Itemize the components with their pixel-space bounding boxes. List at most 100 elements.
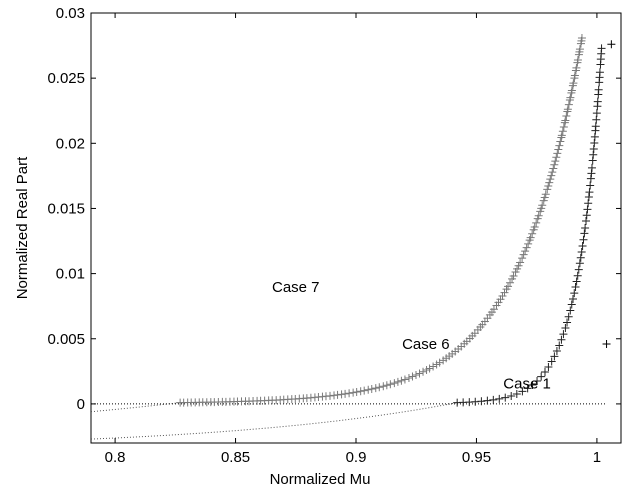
series-2-point bbox=[533, 377, 542, 386]
series-1-point bbox=[356, 387, 365, 396]
series-1-point bbox=[333, 390, 342, 399]
series-1-point bbox=[555, 141, 564, 150]
annotation-label: Case 1 bbox=[503, 375, 551, 392]
series-1-point bbox=[498, 291, 507, 300]
series-1-point bbox=[543, 185, 552, 194]
series-2-point bbox=[584, 192, 593, 201]
series-2-point bbox=[518, 387, 527, 396]
series-1-point bbox=[400, 375, 409, 384]
series-1-point bbox=[569, 79, 578, 88]
series-2-point bbox=[587, 163, 596, 172]
series-2-point bbox=[597, 44, 606, 53]
series-1-point bbox=[540, 193, 549, 202]
x-tick-label: 0.95 bbox=[462, 449, 491, 466]
series-1-point bbox=[548, 168, 557, 177]
series-2-point bbox=[574, 265, 583, 274]
series-1-point bbox=[554, 145, 563, 154]
series-2-point bbox=[572, 277, 581, 286]
series-2-point bbox=[585, 188, 594, 197]
series-1-point bbox=[425, 364, 434, 373]
series-2-point bbox=[576, 253, 585, 262]
series-1-point bbox=[538, 201, 547, 210]
dotted-extensions bbox=[90, 402, 607, 440]
series-1-point bbox=[408, 372, 417, 381]
annotations: Case 7 Case 6 Case 1 bbox=[272, 279, 551, 392]
y-tick-label: 0.025 bbox=[47, 70, 85, 87]
series-1-point bbox=[561, 116, 570, 125]
series-2-point bbox=[579, 235, 588, 244]
series-2-point bbox=[544, 362, 553, 371]
series-1-point bbox=[528, 229, 537, 238]
series-1-point bbox=[558, 127, 567, 136]
series-1-point bbox=[524, 239, 533, 248]
series-1-point bbox=[532, 218, 541, 227]
series-1-point bbox=[504, 282, 513, 291]
y-axis-label: Normalized Real Part bbox=[14, 156, 31, 299]
series-2-point bbox=[578, 242, 587, 251]
series-2-point bbox=[489, 395, 498, 404]
series-1-point bbox=[390, 379, 399, 388]
axis-ticks bbox=[91, 12, 621, 443]
series-2-point bbox=[583, 205, 592, 214]
series-1-point bbox=[367, 385, 376, 394]
series-1-point bbox=[371, 384, 380, 393]
series-1-point bbox=[397, 376, 406, 385]
series-1-point bbox=[349, 388, 358, 397]
series-2-point bbox=[589, 150, 598, 159]
series-1-point bbox=[556, 137, 565, 146]
series-2-point bbox=[580, 229, 589, 238]
series-2-point bbox=[589, 144, 598, 153]
series-2-point bbox=[564, 312, 573, 321]
series-2-point bbox=[483, 396, 492, 405]
series-2-point bbox=[588, 156, 597, 165]
series-1-point bbox=[345, 389, 354, 398]
series-1-point bbox=[341, 389, 350, 398]
series-1-point bbox=[429, 362, 438, 371]
series-2-point bbox=[595, 68, 604, 77]
series-2-point bbox=[540, 367, 549, 376]
series-1-point bbox=[364, 385, 373, 394]
series-2-point bbox=[592, 109, 601, 118]
series-layer bbox=[176, 33, 616, 407]
annotation-label: Case 6 bbox=[402, 336, 450, 353]
series-1-point bbox=[553, 149, 562, 158]
series-1-point bbox=[419, 367, 428, 376]
annotation-label: Case 7 bbox=[272, 279, 320, 296]
series-2-point bbox=[568, 294, 577, 303]
series-2-point bbox=[593, 97, 602, 106]
series-1-point bbox=[541, 190, 550, 199]
series-2-point bbox=[587, 169, 596, 178]
series-1-point bbox=[379, 382, 388, 391]
x-axis-label: Normalized Mu bbox=[270, 471, 371, 488]
series-1-point bbox=[572, 63, 581, 72]
series-1-point bbox=[577, 33, 586, 42]
series-1-point bbox=[509, 272, 518, 281]
series-2-point bbox=[547, 357, 556, 366]
series-1-point bbox=[506, 278, 515, 287]
x-tick-label: 0.85 bbox=[221, 449, 250, 466]
series-1-point bbox=[534, 211, 543, 220]
series-2-point bbox=[557, 335, 566, 344]
series-1-point bbox=[575, 45, 584, 54]
series-1-point bbox=[549, 164, 558, 173]
series-2-point bbox=[555, 341, 564, 350]
series-1-point bbox=[514, 261, 523, 270]
series-1-point bbox=[496, 295, 505, 304]
series-1-point bbox=[382, 381, 391, 390]
series-1-point bbox=[547, 171, 556, 180]
series-2-point bbox=[575, 259, 584, 268]
series-2-point bbox=[590, 132, 599, 141]
series-1-point bbox=[545, 178, 554, 187]
series-2-point bbox=[586, 181, 595, 190]
series-1-point bbox=[550, 160, 559, 169]
series-1-point bbox=[521, 247, 530, 256]
y-tick-label: 0.015 bbox=[47, 200, 85, 217]
series-1-point bbox=[530, 223, 539, 232]
series-1-point bbox=[500, 288, 509, 297]
series-1-point bbox=[546, 175, 555, 184]
y-tick-label: 0.01 bbox=[56, 266, 85, 283]
series-2-point bbox=[550, 352, 559, 361]
series-1-point bbox=[562, 112, 571, 121]
series-2-point bbox=[537, 372, 546, 381]
series-2-point bbox=[528, 380, 537, 389]
